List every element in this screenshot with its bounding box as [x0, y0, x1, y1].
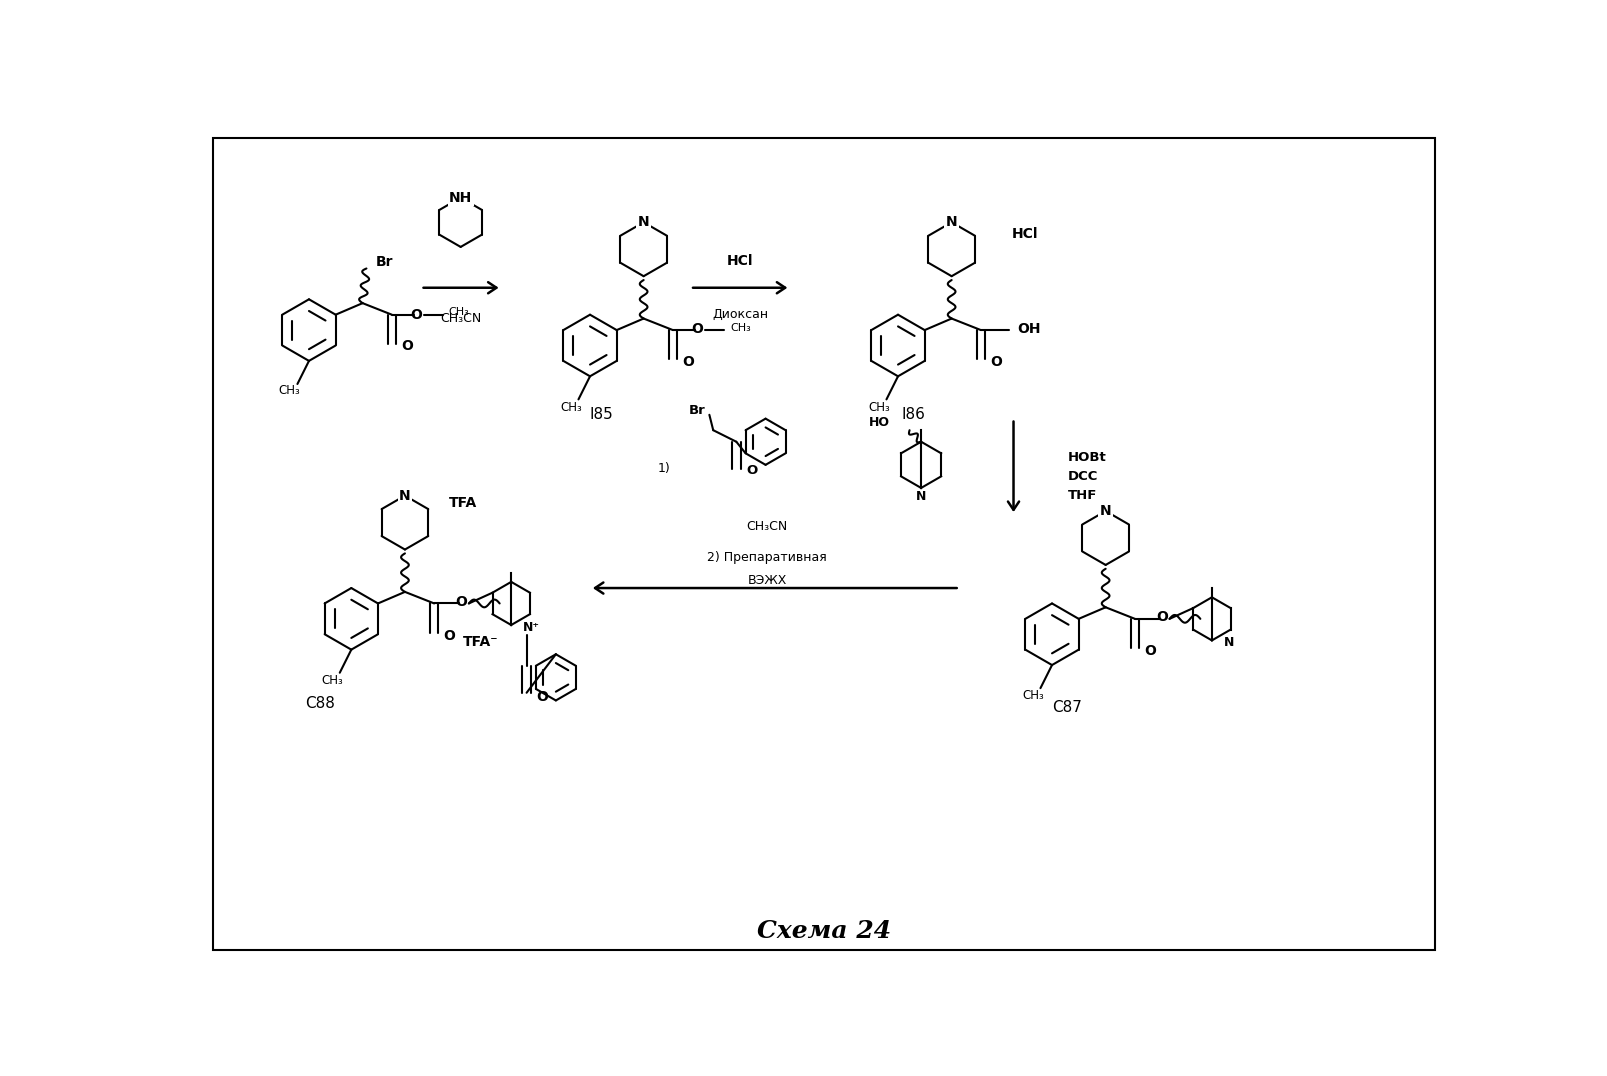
Text: Диоксан: Диоксан [712, 308, 768, 322]
Text: TFA: TFA [448, 496, 477, 510]
Text: O: O [746, 465, 757, 478]
Text: O: O [990, 355, 1001, 369]
Text: O: O [1144, 645, 1155, 659]
Text: Br: Br [688, 405, 705, 417]
Text: CH₃: CH₃ [868, 400, 889, 413]
Text: Br: Br [376, 255, 394, 269]
Text: TFA⁻: TFA⁻ [463, 635, 498, 649]
Text: N: N [1223, 636, 1233, 649]
Text: CH₃CN: CH₃CN [440, 312, 480, 325]
Text: O: O [537, 690, 548, 704]
Text: 1): 1) [657, 463, 670, 476]
Text: N: N [1099, 504, 1110, 518]
Text: O: O [410, 308, 423, 322]
Text: HOBt: HOBt [1067, 451, 1106, 464]
Text: C87: C87 [1053, 699, 1082, 714]
Text: CH₃: CH₃ [1022, 690, 1043, 703]
Text: NH: NH [448, 190, 472, 204]
Text: O: O [691, 322, 702, 336]
Text: DCC: DCC [1067, 470, 1098, 483]
Text: CH₃: CH₃ [730, 323, 750, 332]
Text: N: N [399, 489, 410, 502]
Text: HCl: HCl [726, 254, 754, 268]
Text: O: O [444, 628, 455, 642]
Text: O: O [1155, 610, 1167, 624]
Text: CH₃: CH₃ [559, 400, 582, 413]
Text: HO: HO [869, 416, 890, 429]
Text: O: O [681, 355, 694, 369]
Text: HCl: HCl [1011, 227, 1038, 241]
Text: CH₃: CH₃ [448, 308, 469, 317]
Text: 2) Препаративная: 2) Препаративная [707, 551, 826, 564]
Text: CH₃: CH₃ [321, 674, 342, 686]
Text: O: O [455, 595, 466, 609]
Text: THF: THF [1067, 490, 1096, 502]
Text: N⁺: N⁺ [522, 621, 540, 634]
Text: CH₃: CH₃ [278, 384, 301, 397]
Text: Схема 24: Схема 24 [757, 919, 890, 943]
Text: CH₃CN: CH₃CN [746, 520, 787, 533]
Text: N: N [916, 491, 926, 504]
Text: C88: C88 [305, 696, 336, 711]
Text: I86: I86 [902, 408, 924, 422]
Text: N: N [945, 215, 956, 229]
Text: I85: I85 [590, 408, 612, 422]
Text: ВЭЖХ: ВЭЖХ [747, 574, 786, 586]
Text: O: O [400, 339, 413, 353]
Text: OH: OH [1017, 322, 1040, 336]
Text: N: N [638, 215, 649, 229]
